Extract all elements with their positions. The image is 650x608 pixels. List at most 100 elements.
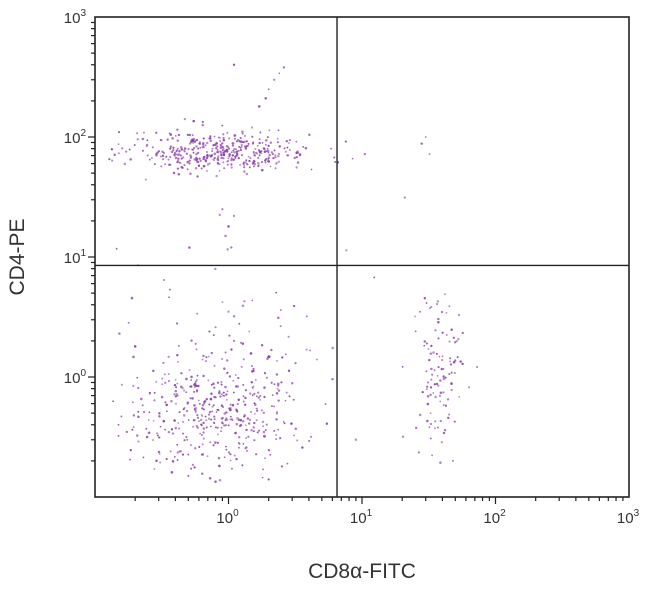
data-point	[125, 430, 129, 434]
data-point	[132, 385, 135, 388]
data-point	[113, 153, 116, 157]
data-point	[222, 161, 225, 164]
data-point	[260, 152, 263, 155]
data-point	[200, 167, 203, 170]
data-point	[291, 382, 294, 385]
data-point	[254, 403, 257, 407]
data-point	[204, 144, 207, 147]
data-point	[235, 457, 238, 461]
data-point	[142, 131, 145, 134]
data-point	[190, 379, 193, 381]
data-point	[165, 403, 168, 407]
data-point	[204, 415, 207, 418]
data-point	[233, 151, 236, 154]
data-point	[275, 434, 278, 436]
data-point	[190, 385, 193, 388]
data-point	[284, 399, 287, 402]
data-point	[173, 383, 177, 387]
data-point	[210, 154, 214, 157]
data-point	[117, 423, 120, 426]
data-point	[324, 403, 327, 406]
data-point	[436, 374, 439, 377]
data-point	[192, 119, 195, 123]
data-point	[195, 152, 198, 156]
data-point	[302, 146, 305, 148]
data-point	[224, 351, 227, 354]
data-point	[238, 140, 241, 143]
data-point	[174, 134, 177, 137]
data-point	[293, 156, 296, 160]
data-point	[176, 139, 179, 142]
data-point	[334, 160, 337, 163]
data-point	[275, 411, 279, 414]
data-point	[167, 158, 170, 161]
data-point	[190, 140, 193, 144]
data-point	[426, 394, 430, 398]
data-point	[425, 302, 428, 304]
data-point	[240, 341, 243, 344]
x-tick-exponent: 0	[233, 508, 239, 519]
data-point	[222, 139, 226, 142]
data-point	[273, 78, 276, 81]
data-point	[236, 385, 240, 388]
data-point	[225, 448, 228, 451]
data-point	[209, 425, 212, 428]
y-tick-base: 10	[64, 130, 81, 147]
data-point	[232, 63, 236, 66]
data-point	[210, 392, 213, 395]
data-point	[257, 164, 260, 167]
data-point	[117, 143, 120, 146]
data-point	[186, 168, 189, 171]
data-point	[232, 142, 235, 145]
data-point	[194, 411, 197, 414]
data-point	[225, 393, 228, 396]
data-point	[425, 342, 428, 345]
data-point	[450, 388, 453, 392]
data-point	[175, 386, 178, 389]
data-point	[129, 158, 132, 161]
data-point	[275, 418, 278, 421]
data-point	[277, 389, 281, 392]
data-point	[207, 355, 210, 358]
data-point	[267, 478, 270, 481]
data-point	[230, 166, 233, 169]
data-point	[432, 351, 435, 354]
data-point	[216, 151, 219, 154]
data-point	[181, 386, 184, 390]
data-point	[216, 145, 219, 148]
data-point	[227, 424, 230, 427]
data-point	[452, 336, 455, 339]
data-point	[269, 141, 273, 144]
data-point	[265, 376, 268, 379]
data-point	[261, 468, 264, 471]
data-point	[261, 420, 265, 424]
data-point	[137, 410, 140, 413]
data-point	[192, 425, 195, 428]
data-point	[159, 155, 162, 158]
data-point	[467, 386, 471, 389]
data-point	[434, 420, 437, 423]
data-point	[207, 413, 211, 416]
data-point	[208, 403, 211, 406]
data-point	[183, 389, 186, 392]
data-point	[221, 405, 225, 409]
x-tick-base: 10	[483, 510, 500, 527]
data-point	[234, 157, 237, 160]
data-point	[235, 422, 239, 426]
data-point	[256, 409, 259, 412]
data-point	[176, 459, 179, 461]
data-point	[162, 158, 165, 161]
data-point	[209, 137, 212, 140]
data-point	[224, 385, 227, 389]
data-point	[136, 138, 139, 141]
data-point	[269, 165, 272, 168]
data-point	[448, 372, 451, 375]
data-point	[137, 440, 140, 443]
data-point	[202, 157, 205, 161]
data-point	[168, 288, 171, 291]
data-point	[233, 148, 236, 150]
data-point	[249, 352, 253, 355]
data-point	[256, 144, 259, 147]
data-point	[237, 418, 241, 422]
data-point	[280, 465, 284, 468]
